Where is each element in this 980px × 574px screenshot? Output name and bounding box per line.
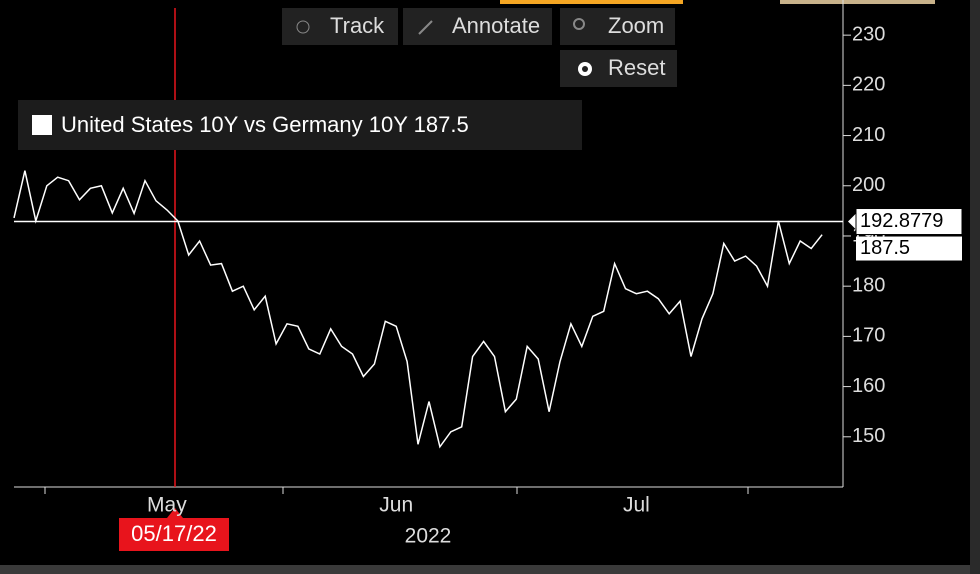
cursor-label: 05/17/22 bbox=[131, 521, 217, 546]
y-tick-label: 200 bbox=[852, 174, 885, 196]
reference-tag bbox=[855, 208, 963, 236]
button-label[interactable]: Reset bbox=[608, 55, 665, 80]
legend-value: 187.5 bbox=[414, 112, 469, 137]
frame-bottom bbox=[0, 565, 980, 574]
y-tick-label: 230 bbox=[852, 23, 885, 45]
cursor-pointer bbox=[167, 508, 183, 518]
top-tab[interactable] bbox=[500, 0, 683, 4]
top-tab[interactable] bbox=[780, 0, 935, 4]
last-value-label: 187.5 bbox=[860, 237, 910, 259]
y-tick-label: 220 bbox=[852, 74, 885, 96]
legend-name: United States 10Y vs Germany 10Y bbox=[61, 112, 408, 137]
series-line bbox=[13, 170, 823, 449]
zoom-button[interactable] bbox=[560, 8, 675, 45]
track-button[interactable] bbox=[282, 8, 398, 45]
button-label[interactable]: Annotate bbox=[452, 13, 540, 38]
button-label[interactable]: Zoom bbox=[608, 13, 664, 38]
cursor-label-box bbox=[119, 518, 229, 551]
y-tick-label: 160 bbox=[852, 375, 885, 397]
annotate-icon bbox=[418, 20, 433, 35]
x-tick-label: Jul bbox=[623, 494, 650, 517]
reset-icon-inner bbox=[582, 66, 588, 72]
legend-swatch bbox=[32, 115, 52, 135]
x-tick-label: May bbox=[147, 494, 187, 517]
x-tick-label: Jun bbox=[379, 494, 413, 517]
x-ticks bbox=[44, 487, 749, 494]
legend-entry: United States 10Y vs Germany 10Y 187.5 bbox=[61, 112, 469, 137]
zoom-icon bbox=[573, 18, 585, 30]
y-tick-label: 210 bbox=[852, 124, 885, 146]
reference-pointer bbox=[848, 213, 856, 230]
y-tick-label: 150 bbox=[852, 425, 885, 447]
frame-right bbox=[970, 0, 980, 574]
y-tick-label: 170 bbox=[852, 325, 885, 347]
legend-box bbox=[18, 100, 582, 150]
y-tick-label: 180 bbox=[852, 274, 885, 296]
x-group-label: 2022 bbox=[405, 525, 452, 548]
toolbar: Track Annotate Zoom Reset bbox=[282, 8, 677, 87]
track-icon bbox=[296, 20, 310, 34]
button-label[interactable]: Track bbox=[330, 13, 385, 38]
last-value-tag bbox=[856, 236, 962, 261]
reference-label: 192.8779 bbox=[860, 210, 943, 232]
